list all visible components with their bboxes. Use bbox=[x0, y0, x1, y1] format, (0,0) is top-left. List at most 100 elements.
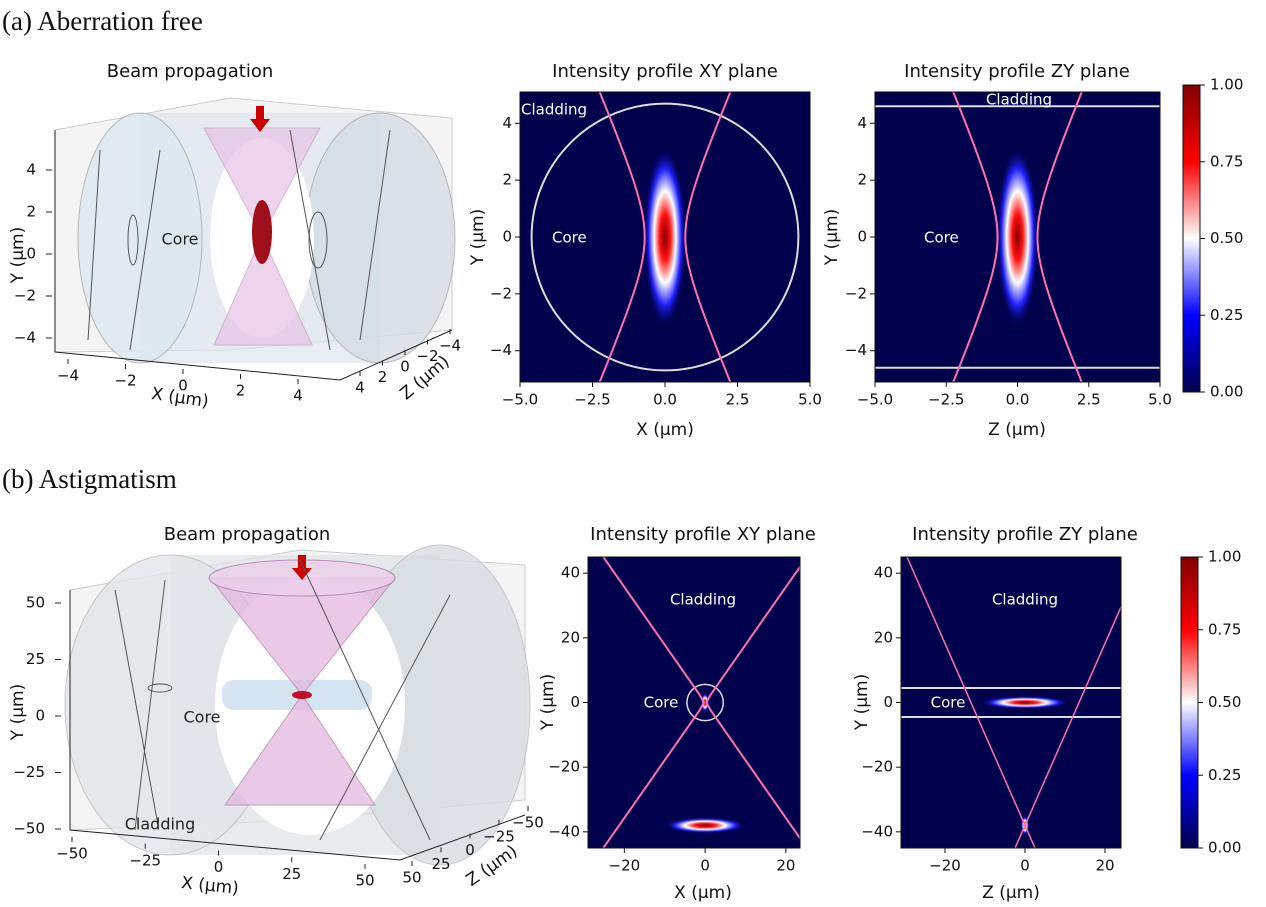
z-tick-label: 50 bbox=[402, 869, 421, 887]
annotation: Core bbox=[183, 708, 220, 727]
y-tick-label: 40 bbox=[561, 564, 580, 582]
x-tick-label: 0.0 bbox=[653, 391, 677, 409]
x-tick-label: −50 bbox=[56, 845, 88, 863]
colorbar-tick-label: 0.00 bbox=[1208, 839, 1241, 857]
x-tick-label: 2.5 bbox=[1077, 391, 1101, 409]
y-tick-label: 20 bbox=[561, 628, 580, 646]
y-tick-label: −4 bbox=[490, 341, 512, 359]
x-tick-label: 4 bbox=[293, 387, 303, 405]
beam-envelope bbox=[1036, 92, 1083, 382]
x-tick-label: −5.0 bbox=[857, 391, 893, 409]
colorbar-tick-label: 1.00 bbox=[1208, 548, 1241, 566]
y-tick-label: −4 bbox=[14, 329, 36, 347]
y-tick-label: −25 bbox=[13, 763, 45, 781]
beam-envelope bbox=[1024, 605, 1121, 826]
annotation: Cladding bbox=[521, 101, 587, 119]
x-axis-label: X (μm) bbox=[674, 883, 732, 903]
y-axis-label: Y (μm) bbox=[822, 209, 842, 266]
y-tick-label: 20 bbox=[874, 628, 893, 646]
colorbar-tick-label: 0.75 bbox=[1208, 620, 1241, 638]
x-tick-label: −4 bbox=[57, 367, 79, 385]
y-tick-label: 0 bbox=[570, 693, 580, 711]
annotation: Core bbox=[552, 229, 587, 247]
intensity-spot bbox=[664, 817, 746, 834]
x-tick-label: −5.0 bbox=[502, 391, 538, 409]
colorbar-tick-label: 0.75 bbox=[1210, 152, 1243, 170]
y-tick-label: −2 bbox=[490, 284, 512, 302]
x-tick-label: 2 bbox=[236, 382, 246, 400]
colorbar-tick-label: 0.25 bbox=[1210, 306, 1243, 324]
beam-envelope bbox=[602, 557, 706, 848]
x-tick-label: 5.0 bbox=[1148, 391, 1172, 409]
axis-label: Y (μm) bbox=[8, 227, 28, 284]
y-tick-label: 4 bbox=[502, 114, 512, 132]
beam-envelope bbox=[684, 92, 732, 382]
annotation: Cladding bbox=[986, 91, 1052, 109]
axis-label: X (μm) bbox=[150, 384, 210, 412]
z-tick-label: −25 bbox=[483, 827, 515, 845]
x-axis-label: X (μm) bbox=[636, 420, 694, 440]
intensity-spot bbox=[701, 692, 710, 713]
x-tick-label: −2.5 bbox=[928, 391, 964, 409]
core-boundary bbox=[530, 102, 800, 372]
z-tick-label: 2 bbox=[378, 368, 388, 386]
z-tick-label: −4 bbox=[439, 337, 461, 355]
z-tick-label: −50 bbox=[512, 814, 544, 832]
y-tick-label: 0 bbox=[883, 693, 893, 711]
beam-envelope bbox=[1024, 825, 1036, 848]
x-tick-label: 25 bbox=[282, 865, 301, 883]
x-tick-label: 50 bbox=[355, 872, 374, 890]
y-tick-label: −40 bbox=[548, 822, 580, 840]
intensity-spot bbox=[996, 146, 1039, 328]
y-tick-label: −50 bbox=[13, 820, 45, 838]
chart-title: Intensity profile XY plane bbox=[590, 524, 816, 545]
heatmap bbox=[602, 557, 800, 848]
y-tick-label: 2 bbox=[26, 203, 36, 221]
beam-envelope bbox=[705, 565, 800, 840]
heatmap-background bbox=[588, 557, 800, 848]
heatmap bbox=[530, 92, 800, 382]
z-tick-label: 25 bbox=[431, 855, 450, 873]
scene-3d bbox=[54, 97, 456, 381]
beam-envelope bbox=[906, 557, 1026, 826]
axis-label: X (μm) bbox=[180, 873, 239, 899]
y-tick-label: −20 bbox=[548, 758, 580, 776]
chart-title: Intensity profile ZY plane bbox=[912, 524, 1138, 545]
y-tick-label: −2 bbox=[14, 287, 36, 305]
y-axis-label: Y (μm) bbox=[468, 209, 488, 266]
colorbar-tick-label: 1.00 bbox=[1210, 76, 1243, 94]
x-tick-label: 0 bbox=[178, 377, 188, 395]
x-tick-label: 0 bbox=[700, 857, 710, 875]
y-tick-label: 0 bbox=[502, 228, 512, 246]
colorbar-tick-label: 0.50 bbox=[1210, 229, 1243, 247]
colorbar bbox=[1182, 84, 1201, 393]
beam-envelope bbox=[598, 92, 646, 382]
y-tick-label: 4 bbox=[857, 114, 867, 132]
y-tick-label: −2 bbox=[845, 284, 867, 302]
x-tick-label: 0 bbox=[214, 858, 224, 876]
y-tick-label: 40 bbox=[874, 564, 893, 582]
y-tick-label: 0 bbox=[35, 707, 45, 725]
intensity-spot bbox=[981, 696, 1069, 709]
y-tick-label: 25 bbox=[26, 650, 45, 668]
chart-title: Intensity profile XY plane bbox=[552, 61, 778, 82]
x-tick-label: −2.5 bbox=[574, 391, 610, 409]
panel-label: (a) Aberration free bbox=[2, 6, 203, 36]
colorbar-tick-label: 0.00 bbox=[1210, 383, 1243, 401]
x-tick-label: −20 bbox=[929, 857, 961, 875]
beam-envelope bbox=[952, 92, 999, 382]
beam-envelope bbox=[1014, 825, 1026, 848]
x-tick-label: 5.0 bbox=[798, 391, 822, 409]
colorbar-tick-label: 0.25 bbox=[1208, 766, 1241, 784]
chart-title: Beam propagation bbox=[164, 524, 331, 545]
intensity-spot bbox=[643, 146, 687, 328]
x-axis-label: Z (μm) bbox=[988, 420, 1046, 440]
y-axis-label: Y (μm) bbox=[538, 674, 558, 731]
colorbar bbox=[1180, 556, 1199, 849]
colorbar-tick-label: 0.50 bbox=[1208, 693, 1241, 711]
y-axis-label: Y (μm) bbox=[852, 674, 872, 731]
y-tick-label: 4 bbox=[26, 161, 36, 179]
heatmap bbox=[901, 557, 1121, 848]
x-tick-label: 2.5 bbox=[726, 391, 750, 409]
